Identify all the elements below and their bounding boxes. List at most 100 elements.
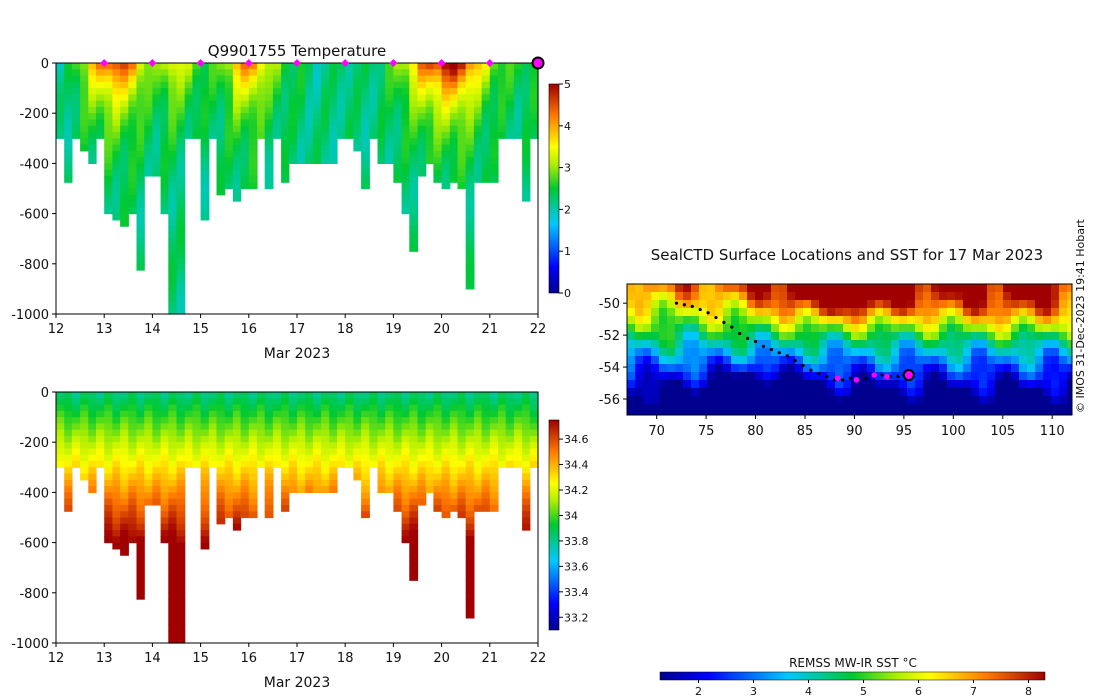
salinity-cell <box>433 435 443 443</box>
sst-cell <box>979 404 988 413</box>
salinity-cell <box>168 435 178 443</box>
salinity-cell <box>473 404 483 412</box>
salinity-cell <box>297 448 306 456</box>
salinity-cell <box>489 504 499 512</box>
temperature-cell <box>281 163 290 171</box>
sst-colorbar-tick-label: 5 <box>860 685 867 698</box>
track-point <box>714 315 718 320</box>
salinity-cell <box>240 467 250 475</box>
temperature-cell <box>409 188 419 196</box>
sst-cell <box>947 324 956 333</box>
sst-cell <box>963 356 972 365</box>
temperature-cell <box>465 169 475 177</box>
sst-cell <box>907 316 916 325</box>
temperature-cell <box>409 157 419 164</box>
salinity-cell <box>409 523 419 531</box>
temperature-cell <box>128 94 138 102</box>
temperature-cell <box>272 94 282 102</box>
sst-cell <box>875 332 884 341</box>
salinity-cell <box>305 479 314 487</box>
salinity-cell <box>96 392 105 399</box>
sst-cell <box>1059 308 1068 317</box>
temperature-cell <box>56 88 65 95</box>
salinity-cell <box>377 479 386 487</box>
sst-cell <box>899 340 908 349</box>
sst-cell <box>779 348 788 357</box>
salinity-cell <box>71 423 81 431</box>
temperature-cell <box>361 63 370 70</box>
salinity-cell <box>232 511 242 519</box>
salinity-cell <box>377 435 386 443</box>
temperature-cell <box>136 257 145 265</box>
salinity-cell <box>80 467 89 475</box>
temperature-cell <box>353 100 362 108</box>
temperature-cell <box>71 125 81 133</box>
sst-cell <box>955 380 964 389</box>
temperature-cell <box>361 175 370 183</box>
sst-cell <box>651 284 660 293</box>
sst-cell <box>651 340 660 349</box>
temperature-cell <box>200 150 210 158</box>
temperature-cell <box>393 81 403 89</box>
salinity-cell <box>473 454 483 462</box>
salinity-cell <box>473 479 483 487</box>
temperature-x-ticks: 12 13 14 15 16 17 18 19 20 21 22 <box>48 314 546 337</box>
salinity-cell <box>505 461 515 468</box>
salinity-cell <box>401 467 410 475</box>
salinity-cell <box>88 417 97 424</box>
temperature-cell <box>513 63 523 70</box>
sst-cell <box>755 380 764 389</box>
temperature-cell <box>522 94 531 102</box>
temperature-cell <box>441 113 451 121</box>
sst-map-y-ticks: -50-52-54-56 <box>599 297 627 408</box>
sst-cell <box>827 324 836 333</box>
sst-cell <box>1019 388 1028 397</box>
y-tick-label: -800 <box>19 258 49 273</box>
temperature-cell <box>425 81 435 89</box>
temperature-cell <box>321 69 330 77</box>
temperature-cell <box>529 88 539 95</box>
temperature-cell <box>401 119 410 127</box>
salinity-cell <box>152 417 162 424</box>
temperature-cell <box>71 63 81 70</box>
temperature-cell <box>56 69 65 77</box>
temperature-cell <box>297 88 306 95</box>
sst-cell <box>635 404 644 413</box>
temperature-cell <box>208 106 218 114</box>
x-tick-label: 17 <box>289 322 306 337</box>
sst-cell <box>843 284 852 293</box>
sst-cell <box>1067 364 1072 373</box>
salinity-cell <box>192 435 202 443</box>
salinity-cell <box>417 473 427 481</box>
sst-cell <box>715 340 724 349</box>
temperature-cell <box>361 169 370 177</box>
sst-cell <box>1059 372 1068 381</box>
sst-cell <box>803 324 812 333</box>
track-point <box>801 363 805 368</box>
salinity-cell <box>433 454 443 462</box>
salinity-cell <box>80 423 89 431</box>
sst-cell <box>1043 340 1052 349</box>
sst-cell <box>643 340 652 349</box>
temperature-cell <box>337 119 346 127</box>
sst-cell <box>915 372 924 381</box>
salinity-cell <box>361 417 370 424</box>
sst-cell <box>899 364 908 373</box>
salinity-cell <box>200 417 210 424</box>
sst-cell <box>1043 388 1052 397</box>
sst-cell <box>899 332 908 341</box>
salinity-cell <box>224 454 234 462</box>
salinity-cell <box>281 429 290 437</box>
salinity-cell <box>240 398 250 406</box>
sst-cell <box>763 380 772 389</box>
salinity-cell <box>297 479 306 487</box>
salinity-cell <box>144 454 153 462</box>
salinity-cell <box>104 467 113 475</box>
sst-cell <box>819 364 828 373</box>
temperature-cell <box>409 125 419 133</box>
track-point <box>698 307 702 312</box>
sst-cell <box>1051 308 1060 317</box>
sst-cell <box>699 300 708 309</box>
salinity-cell <box>401 392 410 399</box>
sst-cell <box>971 404 980 413</box>
